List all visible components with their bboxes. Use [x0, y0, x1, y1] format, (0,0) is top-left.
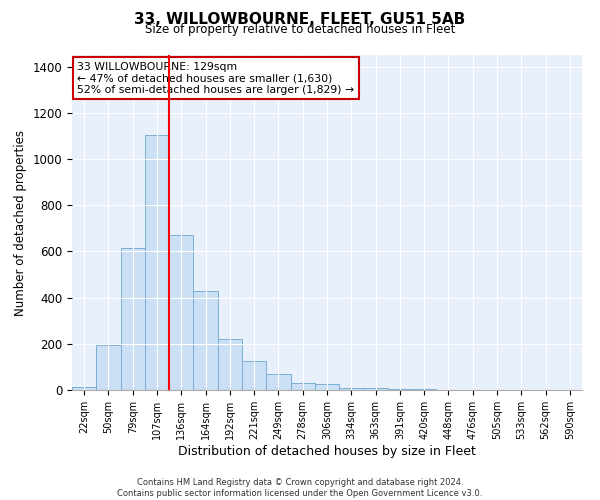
Bar	[72, 386, 96, 390]
Bar	[145, 134, 169, 390]
Bar	[169, 235, 193, 390]
Bar	[96, 345, 121, 390]
Bar	[121, 248, 145, 390]
Bar	[218, 339, 242, 390]
Bar	[266, 374, 290, 390]
X-axis label: Distribution of detached houses by size in Fleet: Distribution of detached houses by size …	[178, 444, 476, 458]
Text: 33, WILLOWBOURNE, FLEET, GU51 5AB: 33, WILLOWBOURNE, FLEET, GU51 5AB	[134, 12, 466, 28]
Bar	[388, 389, 412, 390]
Bar	[193, 290, 218, 390]
Bar	[242, 361, 266, 390]
Text: Contains HM Land Registry data © Crown copyright and database right 2024.
Contai: Contains HM Land Registry data © Crown c…	[118, 478, 482, 498]
Bar	[290, 383, 315, 390]
Text: Size of property relative to detached houses in Fleet: Size of property relative to detached ho…	[145, 22, 455, 36]
Bar	[315, 384, 339, 390]
Bar	[412, 389, 436, 390]
Y-axis label: Number of detached properties: Number of detached properties	[14, 130, 27, 316]
Text: 33 WILLOWBOURNE: 129sqm
← 47% of detached houses are smaller (1,630)
52% of semi: 33 WILLOWBOURNE: 129sqm ← 47% of detache…	[77, 62, 354, 95]
Bar	[339, 388, 364, 390]
Bar	[364, 388, 388, 390]
